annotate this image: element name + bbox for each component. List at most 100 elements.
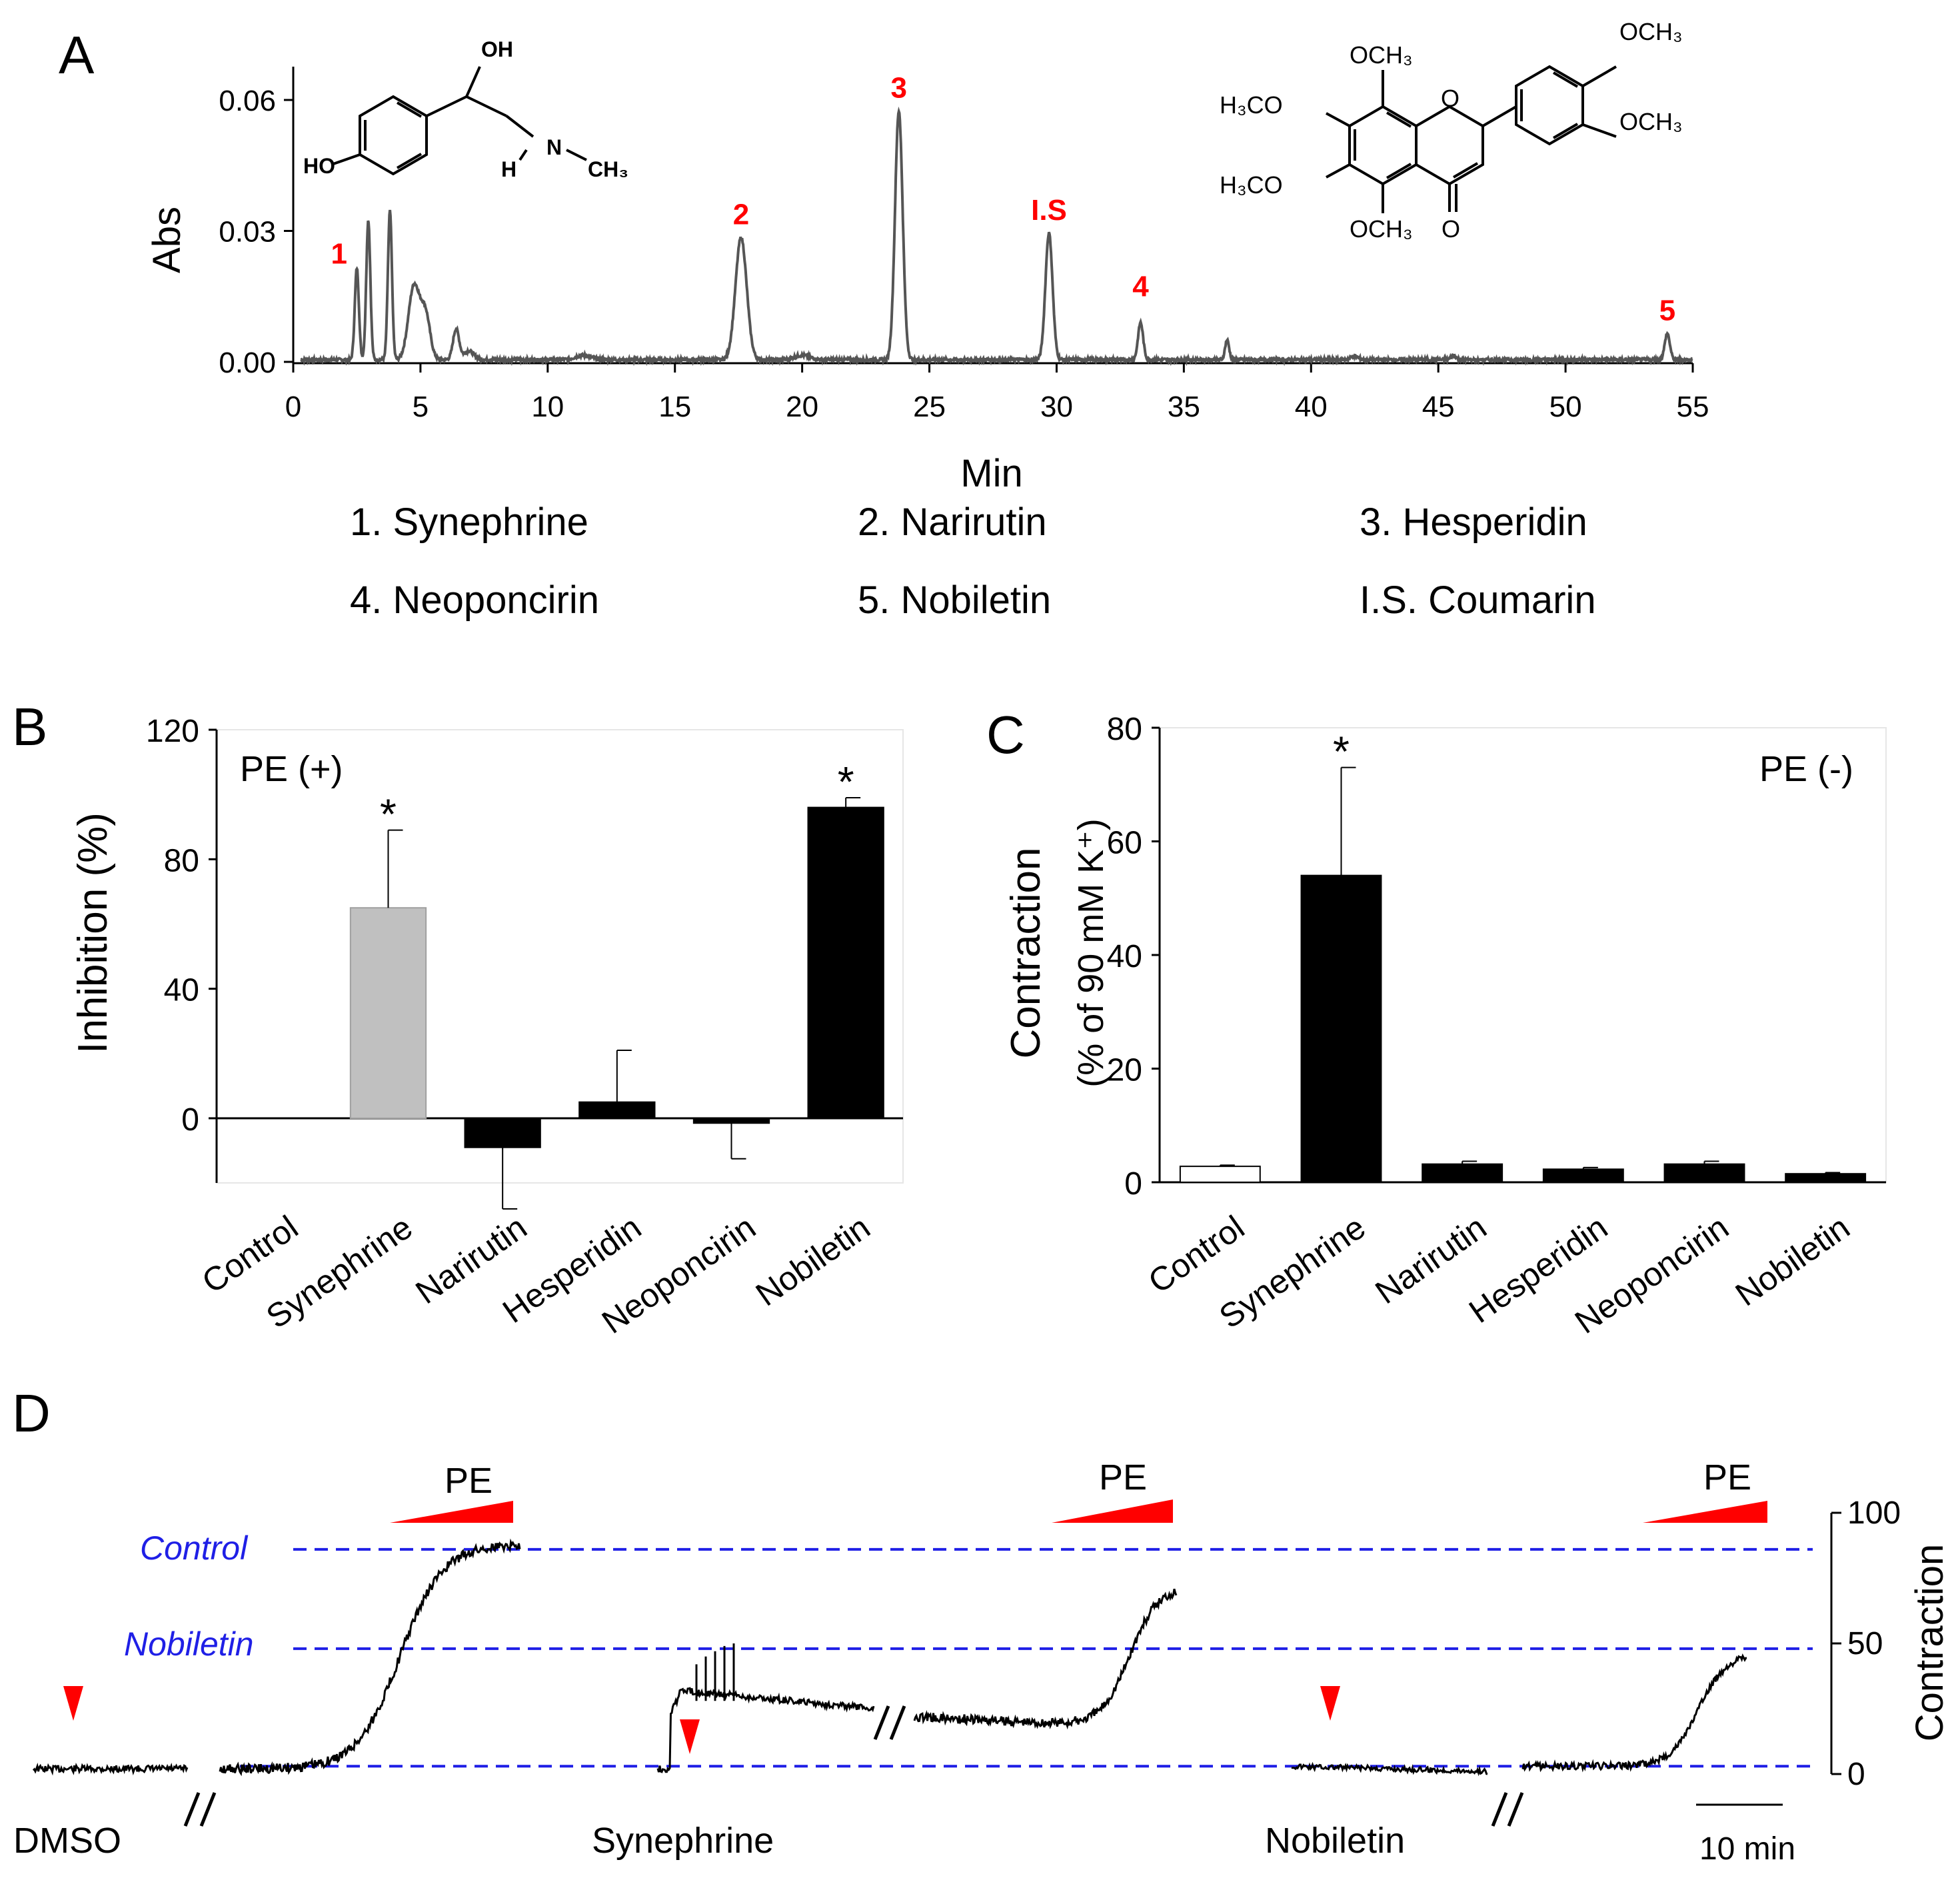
d-y-tick-label: 0 xyxy=(1847,1757,1865,1792)
c-y-tick-label: 20 xyxy=(1107,1053,1142,1088)
b-significance-star: * xyxy=(380,790,397,838)
d-reference-lines xyxy=(240,1547,1813,1768)
b-bar-nobiletin xyxy=(807,806,884,1119)
b-y-tick-label: 80 xyxy=(164,843,199,878)
d-trace-synephrine-pre xyxy=(656,1687,875,1773)
c-bar-narirutin xyxy=(1422,1163,1503,1183)
d-trace-nobiletin-post xyxy=(1521,1653,1747,1773)
a-x-tick-label: 40 xyxy=(1295,391,1328,423)
a-y-tick-label: 0.06 xyxy=(219,85,276,117)
c-frame xyxy=(1159,727,1887,1183)
d-drug-marker xyxy=(680,1719,700,1754)
a-legend-6: I.S. Coumarin xyxy=(1360,578,1596,622)
d-pe-ramp-1 xyxy=(390,1501,513,1523)
syn-ch3: CH₃ xyxy=(588,157,628,181)
c-y-tick-label: 40 xyxy=(1107,939,1142,974)
b-y-tick-label: 40 xyxy=(164,973,199,1008)
b-significance: ** xyxy=(380,758,854,838)
synephrine-structure xyxy=(333,66,587,176)
d-y-ticks: 0 50 100 xyxy=(1831,1495,1901,1792)
a-trace-line xyxy=(300,106,1693,367)
panel-label-d: D xyxy=(12,1384,51,1443)
d-break-marks xyxy=(183,1705,1524,1827)
c-category-label: Control xyxy=(1142,1208,1251,1300)
d-trace-label-synephrine: Synephrine xyxy=(592,1821,774,1861)
c-bar-hesperidin xyxy=(1542,1168,1624,1183)
d-trace-group xyxy=(32,1538,1747,1777)
d-y-label: Contraction xyxy=(1908,1544,1951,1742)
d-trace-dmso-post xyxy=(219,1538,521,1777)
d-pe-ramp-2 xyxy=(1052,1499,1173,1523)
a-peak-label: 2 xyxy=(733,199,749,231)
c-y-tick-label: 80 xyxy=(1107,712,1142,747)
nob-h3co-left2: H₃CO xyxy=(1220,171,1283,199)
a-x-tick-label: 20 xyxy=(786,391,818,423)
panel-label-c: C xyxy=(986,705,1025,764)
a-x-tick-label: 50 xyxy=(1549,391,1582,423)
b-significance-star: * xyxy=(838,758,854,806)
panel-d-traces: Control Nobiletin PE PE PE 0 50 100 Contra… xyxy=(13,1457,1951,1867)
c-annotation: PE (-) xyxy=(1759,749,1853,789)
d-pe-label-1: PE xyxy=(445,1461,492,1501)
a-peak-labels: 1 2 3 I.S 4 5 xyxy=(331,72,1675,327)
a-x-tick-label: 10 xyxy=(531,391,564,423)
a-y-tick-label: 0.03 xyxy=(219,216,276,249)
a-legend-5: 5. Nobiletin xyxy=(858,578,1051,622)
d-pe-ramp-3 xyxy=(1643,1501,1767,1523)
d-pe-label-3: PE xyxy=(1703,1457,1751,1497)
b-category-labels: ControlSynephrineNarirutinHesperidinNeop… xyxy=(195,1208,876,1341)
a-x-tick-label: 0 xyxy=(285,391,301,423)
nobiletin-structure xyxy=(1326,65,1617,213)
c-y-tick-label: 60 xyxy=(1107,826,1142,861)
b-bar-neoponcirin xyxy=(692,1118,770,1124)
c-y-ticks: 0 20 40 60 80 xyxy=(1107,712,1160,1202)
a-peak-label: I.S xyxy=(1031,194,1067,227)
d-y-tick-label: 50 xyxy=(1847,1626,1883,1661)
syn-ho: HO xyxy=(303,154,335,178)
c-bars xyxy=(1179,874,1867,1184)
b-bar-narirutin xyxy=(464,1118,541,1148)
d-trace-label-dmso: DMSO xyxy=(13,1821,121,1861)
b-y-tick-label: 120 xyxy=(146,714,199,749)
c-bar-control xyxy=(1179,1166,1261,1184)
a-x-tick-label: 15 xyxy=(658,391,691,423)
nob-och3-r1: OCH₃ xyxy=(1619,18,1683,45)
d-drug-marker xyxy=(1320,1686,1340,1721)
c-significance-star: * xyxy=(1333,728,1350,776)
c-significance: * xyxy=(1333,728,1350,776)
b-error-bars xyxy=(387,797,861,1210)
c-error-bars xyxy=(1219,766,1841,1174)
a-legend-4: 4. Neoponcirin xyxy=(350,578,599,622)
a-x-ticks: 0 5 10 15 20 25 30 35 40 45 50 55 xyxy=(285,363,1709,423)
nob-h3co-left: H₃CO xyxy=(1220,91,1283,119)
a-y-tick-label: 0.00 xyxy=(219,347,276,379)
c-y-tick-label: 0 xyxy=(1124,1166,1142,1202)
a-x-tick-label: 55 xyxy=(1677,391,1709,423)
panel-a-chromatogram: 0.000.030.06 0 5 10 15 20 25 30 35 40 45 50 55 123I… xyxy=(145,18,1709,622)
a-x-tick-label: 5 xyxy=(413,391,429,423)
d-y-tick-label: 100 xyxy=(1847,1495,1901,1531)
nob-o-ring: O xyxy=(1441,85,1460,112)
nob-och3-r2: OCH₃ xyxy=(1619,108,1683,135)
d-trace-nobiletin-pre xyxy=(1291,1761,1488,1777)
c-category-labels: ControlSynephrineNarirutinHesperidinNeop… xyxy=(1142,1208,1856,1341)
c-bar-neoponcirin xyxy=(1663,1163,1745,1183)
c-category-label: Nobiletin xyxy=(1729,1208,1856,1313)
d-trace-synephrine-post xyxy=(913,1588,1178,1730)
b-y-label: Inhibition (%) xyxy=(70,812,116,1054)
syn-oh: OH xyxy=(481,37,513,61)
c-y-label-2: (% of 90 mM K⁺) xyxy=(1071,818,1111,1088)
b-bar-hesperidin xyxy=(578,1101,656,1120)
a-y-label: Abs xyxy=(145,207,189,273)
c-bar-nobiletin xyxy=(1785,1173,1867,1184)
d-scale-bar-label: 10 min xyxy=(1699,1831,1795,1867)
a-peak-label: 4 xyxy=(1132,271,1149,303)
d-ref-label-control: Control xyxy=(140,1529,249,1567)
a-x-tick-label: 25 xyxy=(913,391,946,423)
b-annotation: PE (+) xyxy=(240,749,343,789)
a-peak-label: 3 xyxy=(890,72,906,105)
a-legend-1: 1. Synephrine xyxy=(350,500,588,544)
panel-c-contraction: 0 20 40 60 80 * ControlSynephrineNarirutinHe… xyxy=(1003,712,1887,1341)
